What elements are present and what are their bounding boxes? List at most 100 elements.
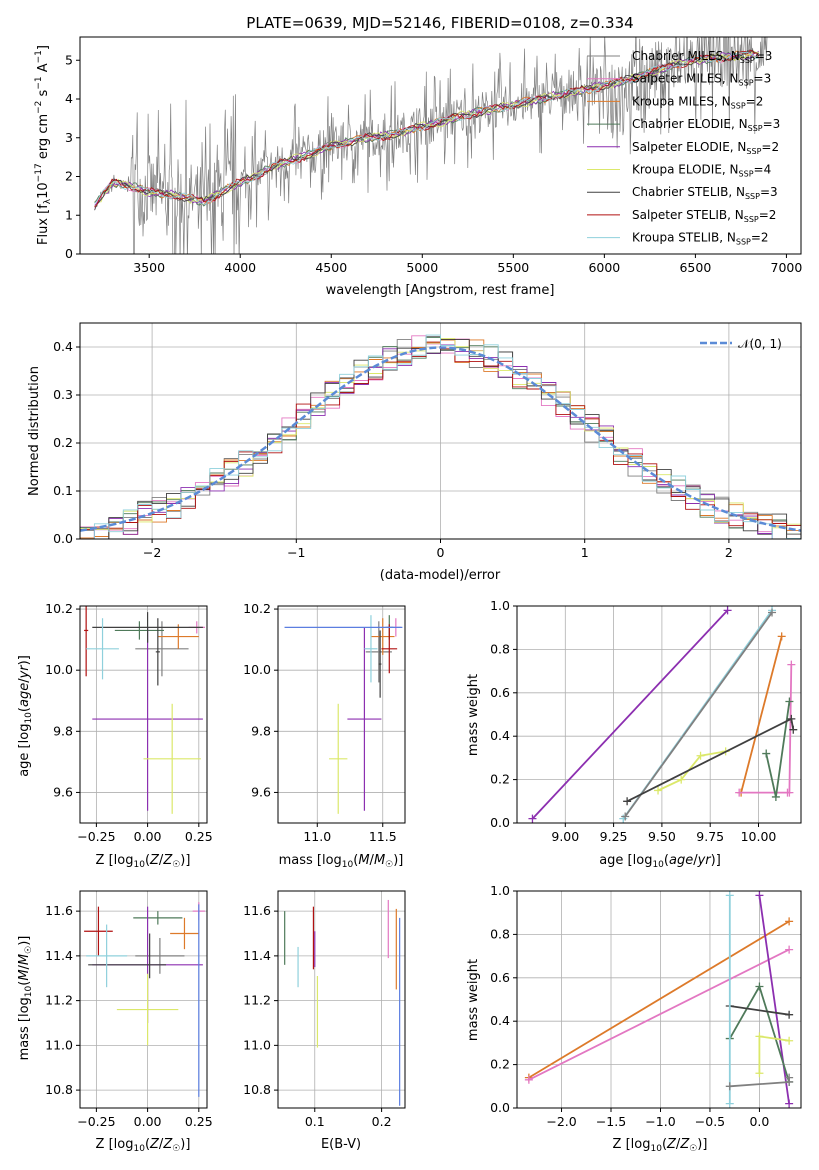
weight-line [657,750,726,792]
Z-weight-xtick: −2.0 [546,1114,576,1129]
legend-label: Salpeter MILES, NSSP=3 [632,72,771,88]
residuals-xtick: 1 [581,545,589,560]
residuals-xtick: −2 [143,545,161,560]
Z-age-xtick: 0.25 [185,829,213,844]
weight-point [785,1099,794,1108]
weight-point [735,788,744,797]
age-weight-panel: 9.00 9.25 9.50 9.75 10.00 0.0 0.2 0.4 0.6 0.8 1.0 [490,598,802,844]
Z-age-panel: −0.25 0.00 0.25 9.6 9.8 10.0 10.2 [45,601,213,844]
legend-label: Kroupa STELIB, NSSP=2 [632,231,769,247]
spectrum-xtick: 6500 [679,260,711,275]
Z-weight-ylabel: mass weight [466,959,481,1041]
ebv-mass-axes [277,890,406,1109]
residuals-series [80,334,801,539]
legend-label: Chabrier STELIB, NSSP=3 [632,185,778,201]
spectrum-xtick: 6000 [588,260,620,275]
Z-mass-panel: −0.25 0.00 0.25 10.8 11.0 11.2 11.4 11.6 [45,890,213,1129]
weight-point [725,1099,734,1108]
Z-mass-ytick: 11.4 [45,948,73,963]
spectrum-model-kroupa-stelib [94,51,759,205]
legend-label: Kroupa MILES, NSSP=2 [632,94,763,110]
residuals-ytick: 0.0 [53,531,73,546]
ebv-mass-ytick: 10.8 [243,1082,271,1097]
Z-weight-xtick: −1.5 [596,1114,626,1129]
residual-hist-kroupa-stelib [80,334,801,539]
age-weight-xtick: 9.00 [551,829,579,844]
weight-line [528,920,790,1079]
ebv-mass-xtick: 0.1 [305,1114,325,1129]
Z-weight-ytick: 0.0 [490,1100,510,1115]
weight-point [725,1082,734,1091]
weight-point [771,792,780,801]
Z-age-xtick: −0.25 [77,829,115,844]
Z-mass-xlabel: Z [log10(Z/Z☉)] [96,1137,191,1154]
legend-label: Chabrier MILES, NSSP=3 [632,49,772,65]
Z-weight-axes [516,890,802,1109]
spectrum-xtick: 5500 [497,260,529,275]
Z-weight-ytick: 0.2 [490,1057,510,1072]
weight-line [624,611,773,818]
mass-age-xlabel: mass [log10(M/M☉)] [279,853,404,870]
weight-point [725,891,734,900]
spectrum-xtick: 4000 [224,260,256,275]
age-weight-ytick: 0.8 [490,641,510,656]
Z-age-ytick: 9.8 [53,723,73,738]
Z-age-ytick: 10.2 [45,601,73,616]
spectrum-xtick: 5000 [406,260,438,275]
Z-age-ytick: 10.0 [45,662,73,677]
spectrum-model-salpeter-elodie [94,50,760,206]
spectrum-ytick: 1 [65,207,73,222]
spectrum-series [94,37,768,254]
weight-point [785,945,794,954]
mass-age-ytick: 9.6 [251,784,271,799]
residuals-ytick: 0.2 [53,435,73,450]
spectrum-ticks: 3500 4000 4500 5000 5500 6000 6500 7000 0 1 2 3 4 5 [65,52,802,275]
Z-mass-axes [79,890,208,1109]
residuals-xlabel: (data-model)/error [380,568,501,583]
mass-age-xtick: 11.5 [369,829,397,844]
Z-weight-xtick: −0.5 [695,1114,725,1129]
age-weight-xtick: 9.50 [648,829,676,844]
Z-weight-ytick: 0.6 [490,970,510,985]
legend-label: Chabrier ELODIE, NSSP=3 [632,117,780,133]
weight-point [785,788,794,797]
gaussian-curve [80,346,801,532]
age-weight-xtick: 9.25 [600,829,628,844]
spectrum-ytick: 3 [65,130,73,145]
Z-weight-xtick: −1.0 [645,1114,675,1129]
ebv-mass-ytick: 11.2 [243,993,271,1008]
spectrum-xtick: 3500 [133,260,165,275]
residuals-xtick: 2 [725,545,733,560]
age-weight-axes [516,605,802,824]
age-weight-ytick: 1.0 [490,598,510,613]
legend-label: Salpeter ELODIE, NSSP=2 [632,140,779,156]
mass-age-marks [284,615,403,814]
age-weight-ytick: 0.2 [490,772,510,787]
Z-weight-marks [524,891,794,1108]
weight-point [762,749,771,758]
weight-point [785,1036,794,1045]
legend-label: Salpeter STELIB, NSSP=2 [632,208,776,224]
weight-point [789,725,798,734]
Z-mass-ylabel: mass [log10(M/M☉)] [17,936,34,1061]
weight-point [755,1069,764,1078]
Z-age-xlabel: Z [log10(Z/Z☉)] [96,853,191,870]
figure-title: PLATE=0639, MJD=52146, FIBERID=0108, z=0… [246,14,633,32]
ebv-mass-ytick: 11.4 [243,948,271,963]
Z-age-ylabel: age [log10(age/yr)] [17,655,34,777]
Z-weight-xlabel: Z [log10(Z/Z☉)] [613,1137,708,1154]
weight-point [777,632,786,641]
mass-age-panel: 11.0 11.5 9.6 9.8 10.0 10.2 [243,601,406,844]
spectrum-ytick: 4 [65,91,73,106]
mass-age-grid [278,606,405,823]
Z-mass-ytick: 11.6 [45,903,73,918]
weight-point [723,606,732,615]
age-weight-ylabel: mass weight [466,674,481,756]
weight-line [765,701,791,798]
Z-mass-ytick: 11.0 [45,1037,73,1052]
age-weight-ytick: 0.6 [490,685,510,700]
Z-mass-xtick: 0.25 [185,1114,213,1129]
spectrum-xtick: 7000 [771,260,803,275]
spectrum-model-salpeter-stelib [94,49,760,208]
legend-label: Kroupa ELODIE, NSSP=4 [632,163,771,179]
